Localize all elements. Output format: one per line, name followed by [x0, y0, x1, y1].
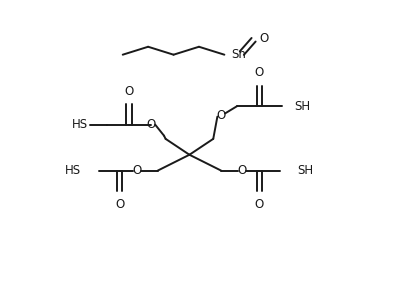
Text: O: O: [237, 164, 247, 177]
Text: O: O: [115, 198, 124, 211]
Text: O: O: [255, 198, 264, 211]
Text: O: O: [133, 164, 142, 177]
Text: O: O: [259, 32, 268, 45]
Text: SH: SH: [294, 100, 311, 113]
Text: HS: HS: [72, 118, 88, 131]
Text: Sn: Sn: [231, 48, 246, 61]
Text: O: O: [147, 118, 156, 131]
Text: O: O: [216, 108, 226, 121]
Text: HS: HS: [65, 164, 81, 177]
Text: O: O: [124, 85, 134, 98]
Text: SH: SH: [297, 164, 313, 177]
Text: O: O: [255, 66, 264, 79]
